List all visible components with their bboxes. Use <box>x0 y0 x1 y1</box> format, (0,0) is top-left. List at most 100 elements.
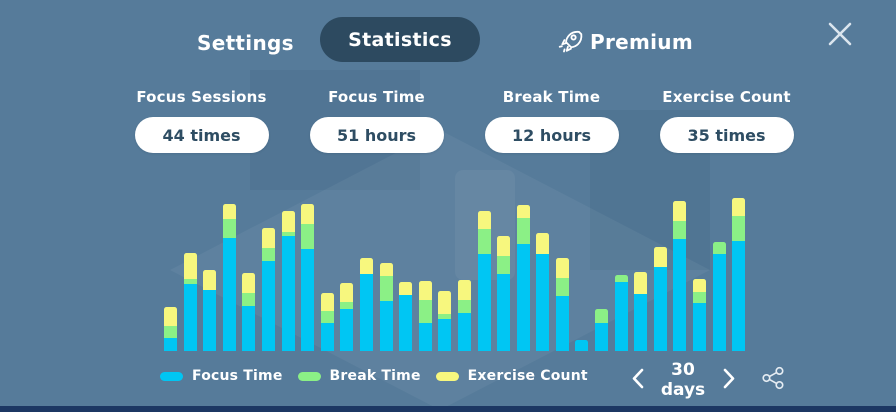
chart-bar <box>320 293 334 351</box>
share-button[interactable] <box>758 366 788 394</box>
stat-card-exercise-count: Exercise Count 35 times <box>639 88 814 153</box>
period-label: 30 days <box>660 360 706 400</box>
chart-bar <box>438 291 452 351</box>
bar-segment <box>320 323 334 351</box>
bar-segment <box>693 292 707 303</box>
bar-segment <box>261 261 275 351</box>
bar-segment <box>320 293 334 311</box>
bar-segment <box>614 275 628 282</box>
bar-segment <box>555 278 569 296</box>
bar-segment <box>477 229 491 254</box>
share-nodes-icon <box>760 365 787 395</box>
legend-item-focus-time: Focus Time <box>160 368 283 384</box>
bar-segment <box>164 307 177 326</box>
bar-segment <box>595 323 609 351</box>
chart-bar <box>614 275 628 351</box>
chart-bar <box>261 228 275 351</box>
bar-segment <box>693 279 707 292</box>
bar-segment <box>301 224 315 249</box>
stat-value-pill: 51 hours <box>309 117 444 153</box>
chart-bar <box>693 279 707 351</box>
bar-segment <box>732 216 746 241</box>
stat-card-focus-sessions: Focus Sessions 44 times <box>114 88 289 153</box>
bar-segment <box>477 254 491 351</box>
close-icon <box>824 22 856 54</box>
bar-segment <box>516 218 530 244</box>
stat-label: Focus Sessions <box>136 88 267 106</box>
bar-segment <box>497 274 511 351</box>
chart-bar <box>516 205 530 351</box>
bar-segment <box>359 274 373 351</box>
stat-value-pill: 44 times <box>134 117 269 153</box>
next-period-button[interactable] <box>718 368 740 392</box>
chart-bar <box>673 201 687 351</box>
stat-value: 44 times <box>162 125 241 145</box>
bar-segment <box>242 306 256 351</box>
stat-card-focus-time: Focus Time 51 hours <box>289 88 464 153</box>
bar-segment <box>203 270 217 290</box>
chart-bar <box>340 283 354 351</box>
bar-segment <box>575 340 589 351</box>
chart-bar <box>595 309 609 351</box>
chart-bar <box>379 263 393 351</box>
chart-bar <box>536 233 550 351</box>
chart-bar <box>281 211 295 351</box>
chart-bar <box>497 236 511 351</box>
legend-item-break-time: Break Time <box>297 368 421 384</box>
bar-segment <box>222 238 236 351</box>
chart-bar <box>575 340 589 351</box>
bar-segment <box>457 313 471 351</box>
bar-segment <box>673 221 687 239</box>
chart-bar <box>712 242 726 351</box>
bar-segment <box>340 283 354 302</box>
chevron-right-icon <box>723 368 736 393</box>
bar-segment <box>653 247 667 267</box>
bar-segment <box>457 300 471 313</box>
legend-item-exercise-count: Exercise Count <box>435 368 588 384</box>
stat-value-pill: 35 times <box>659 117 794 153</box>
bar-segment <box>340 309 354 351</box>
bar-segment <box>340 302 354 309</box>
bar-segment <box>477 211 491 229</box>
bar-segment <box>242 273 256 293</box>
bar-segment <box>438 291 452 314</box>
bar-segment <box>379 263 393 276</box>
chart-bar <box>222 204 236 351</box>
tab-settings[interactable]: Settings <box>197 31 294 55</box>
bar-segment <box>693 303 707 351</box>
stat-value: 51 hours <box>336 125 417 145</box>
tab-statistics-label: Statistics <box>348 28 452 51</box>
chart-bar <box>203 270 217 351</box>
tab-statistics[interactable]: Statistics <box>320 17 480 62</box>
bar-segment <box>418 281 432 300</box>
bar-segment <box>516 244 530 351</box>
bar-segment <box>301 204 315 224</box>
bar-segment <box>732 198 746 216</box>
stats-row: Focus Sessions 44 times Focus Time 51 ho… <box>114 88 814 153</box>
tab-premium[interactable]: Premium <box>556 28 693 55</box>
bar-segment <box>359 258 373 274</box>
previous-period-button[interactable] <box>626 368 648 392</box>
bar-segment <box>732 241 746 351</box>
chart-bar <box>359 258 373 351</box>
chart-bar <box>555 258 569 351</box>
exercise-count-swatch <box>435 371 459 381</box>
close-button[interactable] <box>824 18 856 50</box>
bar-segment <box>379 276 393 301</box>
chart-legend: Focus Time Break Time Exercise Count <box>160 368 588 384</box>
legend-label: Break Time <box>329 368 421 384</box>
bar-segment <box>418 300 432 323</box>
bar-segment <box>418 323 432 351</box>
bar-segment <box>281 211 295 232</box>
bar-segment <box>536 254 550 351</box>
chart-bar <box>418 281 432 351</box>
bar-segment <box>438 314 452 319</box>
bar-segment <box>438 319 452 351</box>
stat-value: 12 hours <box>511 125 592 145</box>
bar-segment <box>653 267 667 351</box>
bar-segment <box>261 228 275 248</box>
legend-label: Focus Time <box>192 368 283 384</box>
bar-segment <box>261 248 275 261</box>
stat-label: Exercise Count <box>662 88 791 106</box>
tab-premium-label: Premium <box>590 29 693 54</box>
